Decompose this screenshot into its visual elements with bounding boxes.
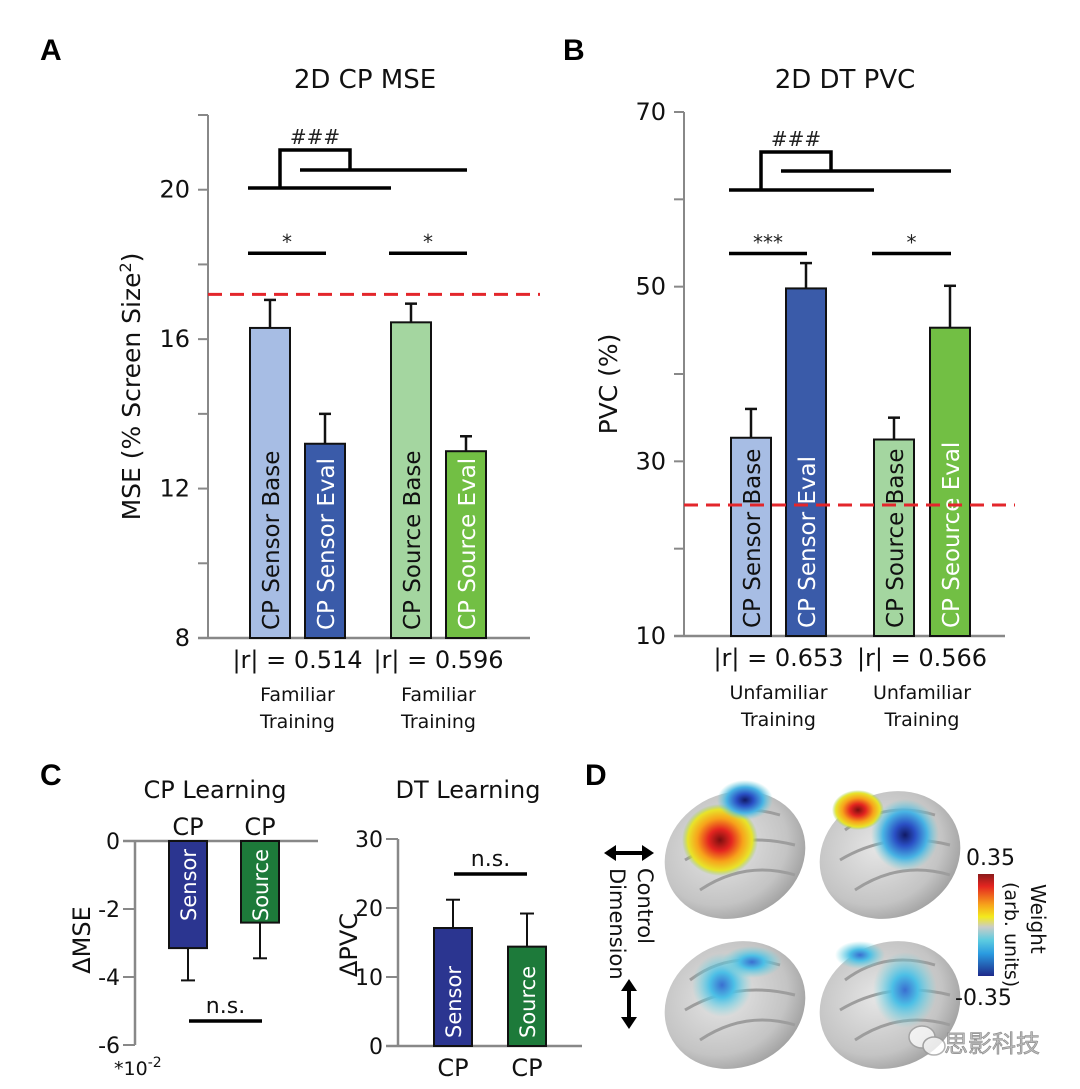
- bar-label: Source: [249, 849, 273, 921]
- control-label: Control: [633, 868, 657, 944]
- bar: [929, 326, 971, 637]
- category-label: CP: [511, 1054, 542, 1082]
- panel-d-brain-maps: Control Dimension: [604, 780, 1050, 1069]
- chart-b-pvc: 2D DT PVC 10 30 50 70 PVC (%) CP Sensor Base CP…: [594, 65, 1015, 731]
- group-label-line2: Training: [259, 711, 335, 733]
- y-tick-label: 50: [635, 273, 666, 301]
- y-tick-label: 10: [635, 622, 666, 650]
- panel-label-d: D: [585, 759, 607, 792]
- y-tick-label: 70: [635, 98, 666, 126]
- bar: [873, 438, 915, 637]
- group-label-line1: Familiar: [401, 684, 476, 706]
- colorbar-max-label: 0.35: [966, 846, 1015, 871]
- chart-c-cp-learning: CP Learning 0 -2 -4 -6 ΔMSE Sensor CP Source CP n.…: [68, 776, 318, 1080]
- brain-bottom-left: [664, 941, 806, 1069]
- y-tick-label: 20: [355, 897, 383, 922]
- bar-label: CP Sensor Base: [740, 449, 766, 628]
- y-axis-label: ΔMSE: [68, 906, 96, 974]
- category-label: CP: [244, 813, 275, 841]
- y-axis-label: PVC (%): [594, 334, 623, 435]
- group-bracket: [759, 150, 833, 190]
- colorbar-units: (arb. units): [1000, 882, 1022, 987]
- chart-title: DT Learning: [396, 776, 541, 804]
- group-label-line2: Training: [884, 709, 960, 731]
- bar-label: CP Source Base: [883, 448, 909, 628]
- y-tick-label: -2: [98, 898, 120, 923]
- bar-label: Source: [516, 966, 540, 1038]
- bar-label: CP Source Eval: [455, 458, 481, 630]
- correlation-label: |r| = 0.653: [713, 644, 843, 672]
- watermark-text: 思影科技: [944, 1030, 1040, 1058]
- vertical-arrow-icon: [621, 979, 637, 1029]
- bar-label: Sensor: [177, 849, 201, 921]
- significance-label: *: [282, 230, 292, 254]
- y-tick-label: 10: [355, 966, 383, 991]
- y-tick-label: 0: [106, 830, 120, 855]
- bar-label: CP Source Base: [400, 450, 426, 630]
- bar-label: Sensor: [442, 966, 466, 1038]
- chart-title: 2D CP MSE: [294, 65, 436, 95]
- colorbar-title: Weight: [1026, 884, 1050, 954]
- category-label: CP: [172, 813, 203, 841]
- horizontal-arrow-icon: [604, 845, 654, 861]
- y-axis-label: ΔPVC: [335, 913, 363, 977]
- scale-note: *10-2: [114, 1055, 162, 1080]
- y-tick-label: 8: [175, 624, 190, 652]
- correlation-label: |r| = 0.596: [373, 646, 503, 674]
- group-significance-label: ###: [290, 125, 340, 149]
- y-tick-label: 16: [159, 325, 190, 353]
- group-label-line1: Unfamiliar: [873, 682, 971, 704]
- colorbar: [978, 874, 994, 976]
- group-bracket: [278, 148, 352, 188]
- significance-label: *: [423, 230, 433, 254]
- significance-label: ***: [753, 230, 783, 254]
- significance-label: n.s.: [471, 847, 510, 872]
- bar: [433, 927, 473, 1048]
- bar: [785, 287, 827, 637]
- panel-label-a: A: [40, 34, 62, 67]
- y-tick-label: 12: [159, 475, 190, 503]
- dimension-label: Dimension: [605, 868, 629, 980]
- y-tick-label: 30: [635, 447, 666, 475]
- chart-title: 2D DT PVC: [775, 65, 916, 95]
- group-label-line1: Familiar: [260, 684, 335, 706]
- y-tick-label: -4: [98, 966, 120, 991]
- chart-title: CP Learning: [143, 776, 286, 804]
- brain-top-right: [819, 790, 961, 919]
- bar: [730, 436, 772, 637]
- wechat-icon: [908, 1025, 946, 1056]
- panel-label-c: C: [40, 759, 62, 792]
- bar-label: CP Seource Eval: [939, 442, 965, 628]
- bar-label: CP Sensor Eval: [795, 456, 821, 628]
- correlation-label: |r| = 0.566: [857, 644, 987, 672]
- significance-label: n.s.: [206, 994, 245, 1019]
- bar: [390, 321, 432, 639]
- chart-a-mse: 2D CP MSE 8 12 16 20 MSE (% Screen Size2) CP S…: [116, 65, 540, 733]
- correlation-label: |r| = 0.514: [232, 646, 362, 674]
- y-tick-label: 20: [159, 176, 190, 204]
- bar: [445, 450, 487, 640]
- group-significance-label: ###: [771, 127, 821, 151]
- y-axis-label: MSE (% Screen Size2): [116, 253, 147, 521]
- y-tick-label: 30: [355, 828, 383, 853]
- significance-label: *: [907, 230, 917, 254]
- group-label-line2: Training: [740, 709, 816, 731]
- panel-label-b: B: [563, 34, 585, 67]
- y-tick-label: 0: [369, 1035, 383, 1060]
- bar-label: CP Sensor Eval: [314, 458, 340, 630]
- brain-top-left: [664, 780, 806, 919]
- bar-label: CP Sensor Base: [259, 451, 285, 630]
- group-label-line2: Training: [400, 711, 476, 733]
- category-label: CP: [437, 1054, 468, 1082]
- chart-c-dt-learning: DT Learning 0 10 20 30 ΔPVC Sensor CP Source CP n.…: [335, 776, 582, 1082]
- y-tick-label: -6: [98, 1034, 120, 1059]
- group-label-line1: Unfamiliar: [729, 682, 827, 704]
- colorbar-min-label: -0.35: [955, 986, 1012, 1011]
